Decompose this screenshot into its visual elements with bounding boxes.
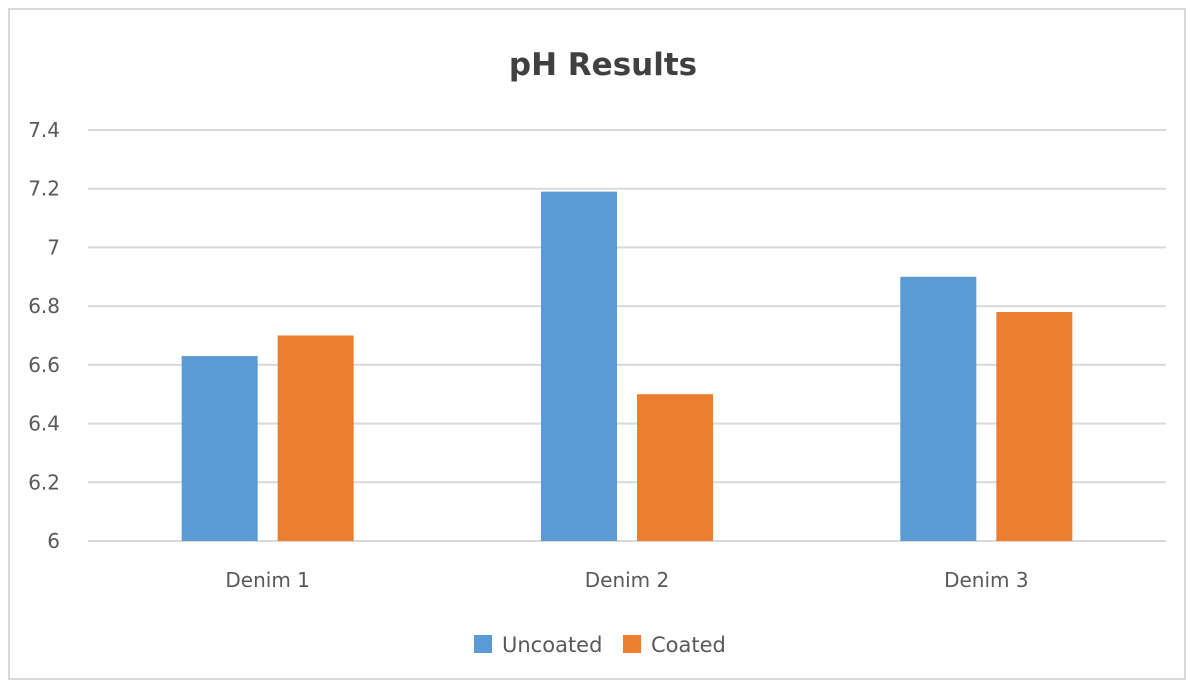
y-tick-label: 7.2 [28,177,60,201]
bar-uncoated-denim-2 [541,191,617,541]
y-tick-label: 6.6 [28,353,60,377]
legend: Uncoated Coated [474,633,726,657]
x-category-label: Denim 1 [225,568,310,592]
gridlines [88,129,1166,542]
y-tick-label: 6 [47,529,60,553]
y-tick-label: 6.4 [28,412,60,436]
y-axis-ticks: 6 6.2 6.4 6.6 6.8 7 7.2 7.4 [28,118,60,553]
x-category-label: Denim 2 [585,568,670,592]
legend-label-uncoated: Uncoated [502,633,602,657]
chart-title: pH Results [509,47,697,83]
bar-uncoated-denim-3 [900,276,977,541]
legend-swatch-coated [623,635,641,653]
legend-label-coated: Coated [651,633,726,657]
y-tick-label: 6.8 [28,294,60,318]
legend-swatch-uncoated [474,635,492,653]
bars [181,191,1073,541]
bar-coated-denim-3 [996,312,1073,541]
y-tick-label: 6.2 [28,470,60,494]
y-tick-label: 7.4 [28,118,60,142]
x-category-label: Denim 3 [944,568,1029,592]
x-axis-categories: Denim 1 Denim 2 Denim 3 [225,568,1028,592]
bar-coated-denim-1 [277,335,354,541]
y-tick-label: 7 [47,235,60,259]
bar-coated-denim-2 [637,394,713,541]
bar-uncoated-denim-1 [181,356,258,541]
